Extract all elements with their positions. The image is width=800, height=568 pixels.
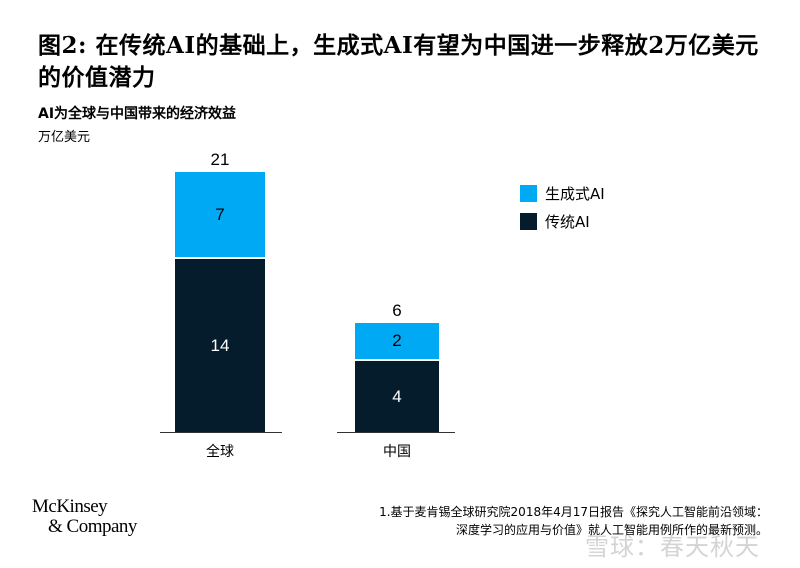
axis-line-global — [160, 432, 282, 433]
segment-traditional-global: 14 — [175, 259, 265, 432]
legend-label-generative: 生成式AI — [545, 184, 605, 203]
legend: 生成式AI 传统AI — [520, 179, 605, 235]
category-label-china: 中国 — [383, 444, 411, 460]
chart-subtitle: AI为全球与中国带来的经济效益 — [38, 106, 237, 122]
total-label-global: 21 — [210, 150, 230, 169]
legend-item-traditional: 传统AI — [520, 207, 605, 235]
logo-line2: & Company — [48, 516, 137, 537]
legend-label-traditional: 传统AI — [545, 212, 590, 231]
logo-line1: McKinsey — [32, 496, 108, 517]
footnote-line1: 1.基于麦肯锡全球研究院2018年4月17日报告《探究人工智能前沿领域： — [379, 505, 768, 519]
bar-china: 2 4 — [355, 323, 439, 432]
legend-swatch-traditional — [520, 212, 537, 230]
segment-generative-global: 7 — [175, 172, 265, 259]
mckinsey-logo: McKinsey & Company — [32, 497, 137, 537]
segment-generative-china: 2 — [355, 323, 439, 361]
total-label-china: 6 — [392, 301, 402, 320]
legend-item-generative: 生成式AI — [520, 179, 605, 207]
watermark: 雪球：春天秋天 — [585, 533, 760, 561]
segment-traditional-china: 4 — [355, 361, 439, 432]
chart-unit: 万亿美元 — [38, 130, 91, 145]
legend-swatch-generative — [520, 184, 537, 202]
axis-line-china — [337, 432, 455, 433]
page-title: 图2: 在传统AI的基础上，生成式AI有望为中国进一步释放2万亿美元的价值潜力 — [38, 32, 759, 91]
bar-global: 7 14 — [175, 172, 265, 432]
footnote-line2: 深度学习的应用与价值》就人工智能用例所作的最新预测。 — [455, 523, 768, 537]
category-label-global: 全球 — [206, 444, 234, 460]
footnote: 1.基于麦肯锡全球研究院2018年4月17日报告《探究人工智能前沿领域： 深度学… — [308, 503, 768, 539]
